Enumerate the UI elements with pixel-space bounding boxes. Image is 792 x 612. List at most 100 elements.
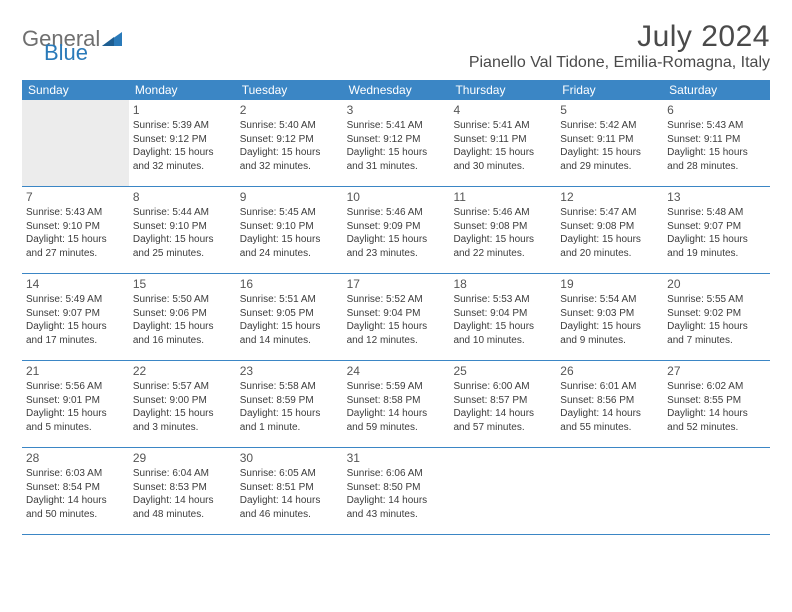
daylight1-text: Daylight: 15 hours <box>560 320 659 334</box>
daylight1-text: Daylight: 15 hours <box>667 146 766 160</box>
sunset-text: Sunset: 9:06 PM <box>133 307 232 321</box>
daylight1-text: Daylight: 14 hours <box>560 407 659 421</box>
week-row: 1Sunrise: 5:39 AMSunset: 9:12 PMDaylight… <box>22 100 770 187</box>
daylight2-text: and 29 minutes. <box>560 160 659 174</box>
day-cell-22: 22Sunrise: 5:57 AMSunset: 9:00 PMDayligh… <box>129 361 236 447</box>
sunrise-text: Sunrise: 5:39 AM <box>133 119 232 133</box>
sunrise-text: Sunrise: 5:49 AM <box>26 293 125 307</box>
daylight2-text: and 57 minutes. <box>453 421 552 435</box>
sunset-text: Sunset: 9:10 PM <box>26 220 125 234</box>
sunset-text: Sunset: 9:01 PM <box>26 394 125 408</box>
day-cell-1: 1Sunrise: 5:39 AMSunset: 9:12 PMDaylight… <box>129 100 236 186</box>
sunrise-text: Sunrise: 5:42 AM <box>560 119 659 133</box>
day-number: 13 <box>667 189 766 205</box>
daylight1-text: Daylight: 15 hours <box>133 320 232 334</box>
daylight1-text: Daylight: 15 hours <box>667 320 766 334</box>
daylight1-text: Daylight: 15 hours <box>240 146 339 160</box>
sunrise-text: Sunrise: 5:41 AM <box>453 119 552 133</box>
sunset-text: Sunset: 9:00 PM <box>133 394 232 408</box>
day-number: 19 <box>560 276 659 292</box>
day-cell-13: 13Sunrise: 5:48 AMSunset: 9:07 PMDayligh… <box>663 187 770 273</box>
sunset-text: Sunset: 8:50 PM <box>347 481 446 495</box>
sunrise-text: Sunrise: 5:50 AM <box>133 293 232 307</box>
daylight2-text: and 3 minutes. <box>133 421 232 435</box>
day-cell-6: 6Sunrise: 5:43 AMSunset: 9:11 PMDaylight… <box>663 100 770 186</box>
day-number: 22 <box>133 363 232 379</box>
daylight2-text: and 1 minute. <box>240 421 339 435</box>
sunset-text: Sunset: 9:04 PM <box>453 307 552 321</box>
daylight1-text: Daylight: 15 hours <box>453 233 552 247</box>
sunrise-text: Sunrise: 5:43 AM <box>26 206 125 220</box>
daylight1-text: Daylight: 15 hours <box>26 407 125 421</box>
sunset-text: Sunset: 8:59 PM <box>240 394 339 408</box>
weekday-saturday: Saturday <box>663 80 770 100</box>
week-row: 14Sunrise: 5:49 AMSunset: 9:07 PM Dayligh… <box>22 274 770 361</box>
sunset-text: Sunset: 9:10 PM <box>240 220 339 234</box>
sunset-text: Sunset: 9:08 PM <box>453 220 552 234</box>
daylight1-text: Daylight: 15 hours <box>347 320 446 334</box>
logo-triangle-icon <box>102 26 122 52</box>
sunset-text: Sunset: 9:11 PM <box>667 133 766 147</box>
daylight2-text: and 55 minutes. <box>560 421 659 435</box>
sunrise-text: Sunrise: 6:03 AM <box>26 467 125 481</box>
daylight2-text: and 25 minutes. <box>133 247 232 261</box>
sunset-text: Sunset: 9:02 PM <box>667 307 766 321</box>
sunset-text: Sunset: 9:11 PM <box>560 133 659 147</box>
sunset-text: Sunset: 9:07 PM <box>26 307 125 321</box>
sunrise-text: Sunrise: 5:43 AM <box>667 119 766 133</box>
day-cell-21: 21Sunrise: 5:56 AMSunset: 9:01 PMDayligh… <box>22 361 129 447</box>
day-cell-4: 4Sunrise: 5:41 AMSunset: 9:11 PMDaylight… <box>449 100 556 186</box>
sunrise-text: Sunrise: 5:54 AM <box>560 293 659 307</box>
sunset-text: Sunset: 9:05 PM <box>240 307 339 321</box>
day-number: 27 <box>667 363 766 379</box>
day-cell-empty <box>663 448 770 534</box>
day-cell-17: 17Sunrise: 5:52 AMSunset: 9:04 PMDayligh… <box>343 274 450 360</box>
daylight2-text: and 48 minutes. <box>133 508 232 522</box>
daylight2-text: and 12 minutes. <box>347 334 446 348</box>
day-cell-24: 24Sunrise: 5:59 AMSunset: 8:58 PMDayligh… <box>343 361 450 447</box>
daylight1-text: Daylight: 14 hours <box>240 494 339 508</box>
day-cell-23: 23Sunrise: 5:58 AMSunset: 8:59 PMDayligh… <box>236 361 343 447</box>
day-cell-empty <box>22 100 129 186</box>
daylight2-text: and 24 minutes. <box>240 247 339 261</box>
day-number: 14 <box>26 276 125 292</box>
sunrise-text: Sunrise: 5:47 AM <box>560 206 659 220</box>
daylight1-text: Daylight: 15 hours <box>240 233 339 247</box>
sunrise-text: Sunrise: 5:58 AM <box>240 380 339 394</box>
daylight1-text: Daylight: 15 hours <box>560 146 659 160</box>
day-number: 21 <box>26 363 125 379</box>
logo-text-2: Blue <box>44 40 88 66</box>
daylight1-text: Daylight: 15 hours <box>133 146 232 160</box>
daylight2-text: and 52 minutes. <box>667 421 766 435</box>
daylight1-text: Daylight: 14 hours <box>453 407 552 421</box>
day-cell-3: 3Sunrise: 5:41 AMSunset: 9:12 PMDaylight… <box>343 100 450 186</box>
week-row: 28Sunrise: 6:03 AMSunset: 8:54 PMDayligh… <box>22 448 770 535</box>
sunset-text: Sunset: 8:53 PM <box>133 481 232 495</box>
day-number: 17 <box>347 276 446 292</box>
day-cell-18: 18Sunrise: 5:53 AMSunset: 9:04 PMDayligh… <box>449 274 556 360</box>
calendar-table: SundayMondayTuesdayWednesdayThursdayFrid… <box>22 80 770 535</box>
day-number: 8 <box>133 189 232 205</box>
daylight1-text: Daylight: 14 hours <box>347 494 446 508</box>
sunset-text: Sunset: 9:08 PM <box>560 220 659 234</box>
daylight1-text: Daylight: 15 hours <box>240 320 339 334</box>
sunrise-text: Sunrise: 6:01 AM <box>560 380 659 394</box>
daylight1-text: Daylight: 15 hours <box>133 407 232 421</box>
sunrise-text: Sunrise: 6:05 AM <box>240 467 339 481</box>
sunrise-text: Sunrise: 5:46 AM <box>347 206 446 220</box>
sunset-text: Sunset: 9:10 PM <box>133 220 232 234</box>
daylight1-text: Daylight: 14 hours <box>26 494 125 508</box>
day-cell-26: 26Sunrise: 6:01 AMSunset: 8:56 PMDayligh… <box>556 361 663 447</box>
sunrise-text: Sunrise: 6:04 AM <box>133 467 232 481</box>
daylight2-text: and 9 minutes. <box>560 334 659 348</box>
daylight2-text: and 31 minutes. <box>347 160 446 174</box>
day-number <box>453 450 552 466</box>
day-number <box>667 450 766 466</box>
daylight2-text: and 14 minutes. <box>240 334 339 348</box>
day-number: 25 <box>453 363 552 379</box>
daylight2-text: and 30 minutes. <box>453 160 552 174</box>
daylight2-text: and 23 minutes. <box>347 247 446 261</box>
daylight2-text: and 22 minutes. <box>453 247 552 261</box>
daylight2-text: and 20 minutes. <box>560 247 659 261</box>
day-cell-19: 19Sunrise: 5:54 AMSunset: 9:03 PMDayligh… <box>556 274 663 360</box>
